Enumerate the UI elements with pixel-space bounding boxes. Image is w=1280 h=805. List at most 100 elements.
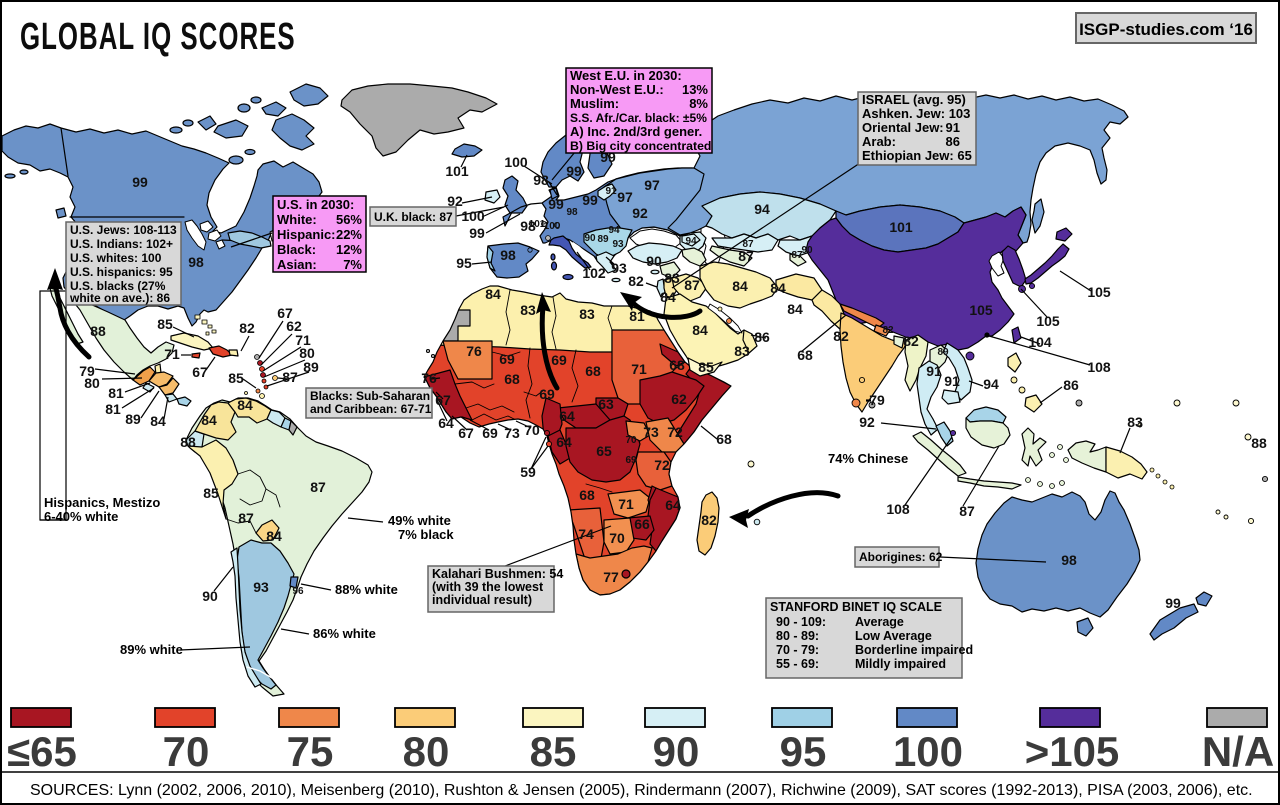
- svg-text:87: 87: [791, 250, 803, 261]
- svg-text:82: 82: [628, 273, 644, 289]
- svg-text:84: 84: [660, 289, 676, 305]
- svg-text:Black:: Black:: [277, 242, 316, 257]
- svg-text:99: 99: [132, 174, 148, 190]
- svg-text:Ashken. Jew: 103: Ashken. Jew: 103: [862, 106, 970, 121]
- svg-text:98: 98: [188, 254, 204, 270]
- svg-text:Kalahari Bushmen: 54: Kalahari Bushmen: 54: [432, 567, 563, 581]
- svg-text:56%: 56%: [336, 212, 362, 227]
- svg-text:93: 93: [612, 239, 624, 250]
- svg-text:67: 67: [277, 305, 293, 321]
- svg-text:(with 39 the lowest: (with 39 the lowest: [432, 580, 544, 594]
- svg-text:98: 98: [566, 207, 578, 218]
- svg-text:86: 86: [754, 329, 770, 345]
- svg-text:85: 85: [157, 316, 173, 332]
- svg-text:84: 84: [237, 397, 253, 413]
- svg-text:71: 71: [295, 332, 311, 348]
- svg-text:U.S. Jews: 108-113: U.S. Jews: 108-113: [70, 223, 177, 237]
- svg-text:98: 98: [533, 172, 549, 188]
- svg-text:U.S. Indians: 102+: U.S. Indians: 102+: [70, 237, 173, 251]
- svg-text:77: 77: [603, 569, 619, 585]
- svg-text:79: 79: [79, 363, 95, 379]
- svg-text:STANFORD BINET IQ SCALE: STANFORD BINET IQ SCALE: [770, 600, 942, 614]
- svg-text:Low Average: Low Average: [855, 629, 932, 643]
- svg-text:70: 70: [524, 422, 540, 438]
- svg-text:64: 64: [556, 434, 572, 450]
- svg-text:76: 76: [421, 370, 437, 386]
- svg-text:83: 83: [664, 270, 680, 286]
- svg-text:Hispanic:: Hispanic:: [277, 227, 336, 242]
- svg-text:100: 100: [544, 221, 561, 232]
- svg-text:98: 98: [500, 247, 516, 263]
- svg-text:individual result): individual result): [432, 593, 532, 607]
- svg-text:80 - 89:: 80 - 89:: [776, 629, 819, 643]
- svg-text:100: 100: [893, 728, 963, 775]
- svg-text:80: 80: [403, 728, 450, 775]
- svg-text:Mildly impaired: Mildly impaired: [855, 657, 946, 671]
- svg-text:88: 88: [1251, 435, 1267, 451]
- svg-text:73: 73: [643, 424, 659, 440]
- svg-text:92: 92: [632, 205, 648, 221]
- svg-text:Ethiopian Jew: 65: Ethiopian Jew: 65: [862, 148, 972, 163]
- svg-text:90 - 109:: 90 - 109:: [776, 615, 826, 629]
- svg-text:Arab:: Arab:: [862, 134, 896, 149]
- svg-text:8%: 8%: [689, 96, 708, 111]
- svg-text:68: 68: [797, 347, 813, 363]
- svg-text:ISGP-studies.com ‘16: ISGP-studies.com ‘16: [1079, 20, 1253, 39]
- svg-text:65: 65: [596, 443, 612, 459]
- svg-text:81: 81: [108, 385, 124, 401]
- svg-text:Muslim:: Muslim:: [570, 96, 619, 111]
- svg-text:108: 108: [1087, 359, 1111, 375]
- svg-text:U.S. blacks (27%: U.S. blacks (27%: [70, 279, 166, 293]
- svg-text:92: 92: [447, 193, 463, 209]
- svg-text:64: 64: [559, 408, 575, 424]
- svg-text:B) Big city concentrated: B) Big city concentrated: [570, 139, 711, 153]
- svg-text:88: 88: [180, 434, 196, 450]
- svg-text:84: 84: [692, 322, 708, 338]
- svg-text:84: 84: [485, 286, 501, 302]
- svg-text:84: 84: [201, 412, 217, 428]
- svg-text:64: 64: [665, 497, 681, 513]
- svg-text:100: 100: [504, 154, 528, 170]
- svg-text:70: 70: [163, 728, 210, 775]
- svg-text:100: 100: [461, 208, 485, 224]
- svg-text:89: 89: [597, 234, 609, 245]
- svg-text:74: 74: [578, 526, 594, 542]
- svg-text:95: 95: [456, 255, 472, 271]
- svg-text:62: 62: [671, 391, 687, 407]
- svg-text:67: 67: [458, 425, 474, 441]
- svg-text:84: 84: [787, 301, 803, 317]
- svg-text:83: 83: [579, 306, 595, 322]
- svg-text:95: 95: [780, 728, 827, 775]
- svg-text:105: 105: [1087, 284, 1111, 300]
- svg-text:82: 82: [833, 328, 849, 344]
- svg-text:101: 101: [889, 219, 913, 235]
- svg-text:69: 69: [625, 455, 637, 466]
- svg-text:73: 73: [504, 425, 520, 441]
- svg-text:90: 90: [202, 588, 218, 604]
- svg-text:91: 91: [946, 120, 960, 135]
- svg-text:85: 85: [203, 485, 219, 501]
- svg-text:67: 67: [435, 392, 451, 408]
- svg-text:Borderline impaired: Borderline impaired: [855, 643, 973, 657]
- svg-text:SOURCES: Lynn (2002, 2006, 201: SOURCES: Lynn (2002, 2006, 2010), Meisen…: [30, 782, 1253, 799]
- svg-text:87: 87: [684, 277, 700, 293]
- svg-text:85: 85: [698, 359, 714, 375]
- svg-text:93: 93: [611, 260, 627, 276]
- svg-text:80: 80: [299, 345, 315, 361]
- svg-text:105: 105: [1036, 313, 1060, 329]
- svg-text:99: 99: [566, 163, 582, 179]
- svg-text:92: 92: [859, 414, 875, 430]
- svg-text:88: 88: [90, 323, 106, 339]
- svg-text:81: 81: [105, 401, 121, 417]
- svg-text:71: 71: [618, 496, 634, 512]
- svg-text:101: 101: [529, 219, 546, 230]
- svg-text:68: 68: [669, 357, 685, 373]
- svg-text:89: 89: [125, 411, 141, 427]
- svg-text:68: 68: [579, 487, 595, 503]
- svg-text:84: 84: [150, 413, 166, 429]
- svg-text:70 - 79:: 70 - 79:: [776, 643, 819, 657]
- svg-text:55 - 69:: 55 - 69:: [776, 657, 819, 671]
- svg-text:13%: 13%: [682, 82, 708, 97]
- svg-text:49% white: 49% white: [388, 513, 451, 528]
- svg-text:82: 82: [701, 512, 717, 528]
